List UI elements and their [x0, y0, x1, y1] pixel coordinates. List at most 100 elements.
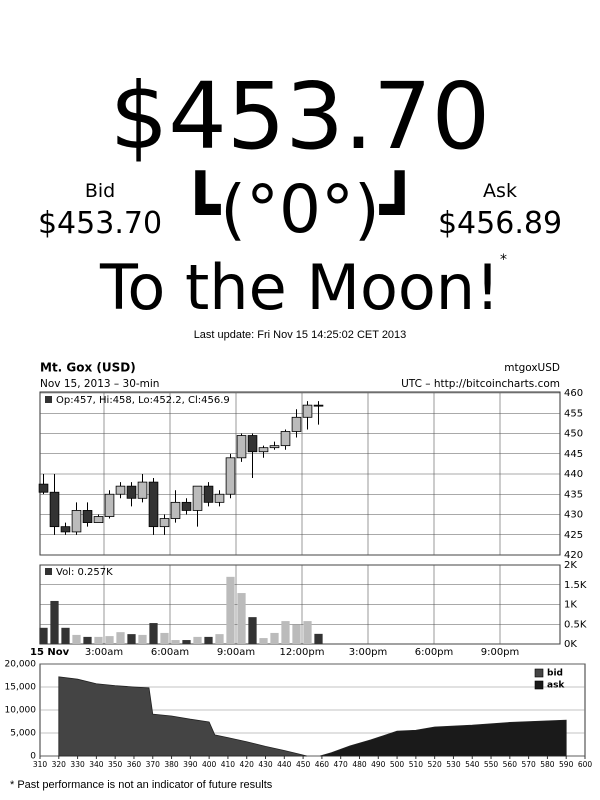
candle-body	[170, 501, 181, 519]
candle-body	[159, 518, 170, 528]
x-tick-label: 420	[240, 760, 255, 769]
bid-label: Bid	[84, 180, 116, 202]
y-tick-label: 450	[564, 429, 583, 440]
volume-bar	[105, 636, 114, 644]
x-tick-label: 6:00pm	[415, 647, 454, 658]
x-tick-label: 470	[334, 760, 349, 769]
plot-frame	[39, 391, 561, 556]
volume-bar	[39, 627, 48, 644]
volume-bar	[149, 623, 158, 644]
legend-swatch	[45, 568, 52, 575]
candle-body	[236, 435, 247, 459]
legend: Op:457, Hi:458, Lo:452.2, Cl:456.9	[56, 395, 230, 406]
y-tick-label: 2K	[564, 560, 577, 571]
candle-body	[104, 493, 115, 517]
x-tick-label: 530	[446, 760, 461, 769]
volume-bar	[72, 634, 81, 644]
x-tick-label: 460	[315, 760, 330, 769]
x-tick-label: 600	[578, 760, 593, 769]
candle-body	[302, 404, 313, 418]
x-tick-label: 12:00pm	[280, 647, 325, 658]
volume-bar	[270, 632, 279, 644]
candle-body	[148, 481, 159, 528]
volume-bar	[303, 621, 312, 644]
y-tick-label: 0K	[564, 639, 577, 650]
x-tick-label: 15 Nov	[30, 647, 70, 658]
y-tick-label: 0	[30, 752, 36, 762]
ask-label: Ask	[483, 180, 517, 202]
y-tick-label: 460	[564, 388, 583, 399]
volume-bar	[138, 634, 147, 644]
y-tick-label: 425	[564, 530, 583, 541]
x-tick-label: 340	[89, 760, 104, 769]
x-tick-label: 570	[521, 760, 536, 769]
x-tick-label: 560	[503, 760, 518, 769]
candle-body	[258, 447, 269, 453]
x-tick-label: 510	[409, 760, 424, 769]
candle-body	[313, 404, 324, 407]
depth-area	[58, 676, 307, 757]
x-tick-label: 580	[540, 760, 555, 769]
candle-body	[60, 526, 71, 533]
volume-bar	[259, 638, 268, 644]
bid-price: $453.70	[37, 206, 163, 241]
emoticon: ┗(°0°)┛	[180, 171, 420, 248]
y-tick-label: 15,000	[5, 683, 37, 693]
x-tick-label: 440	[277, 760, 292, 769]
candle-body	[247, 435, 258, 453]
volume-bar	[292, 624, 301, 644]
volume-bar	[182, 640, 191, 644]
x-tick-label: 540	[465, 760, 480, 769]
volume-bar	[281, 621, 290, 644]
chart-title: Mt. Gox (USD)	[40, 361, 136, 375]
candle-body	[269, 445, 280, 449]
y-tick-label: 435	[564, 489, 583, 500]
x-tick-label: 500	[390, 760, 405, 769]
x-tick-label: 450	[296, 760, 311, 769]
x-tick-label: 6:00am	[151, 647, 189, 658]
x-tick-label: 3:00pm	[349, 647, 388, 658]
symbol: mtgoxUSD	[504, 362, 560, 374]
legend-label: ask	[547, 681, 565, 691]
volume-bar	[61, 627, 70, 644]
y-tick-label: 1.5K	[564, 580, 587, 591]
y-tick-label: 1K	[564, 600, 577, 611]
y-tick-label: 5,000	[10, 729, 36, 739]
x-tick-label: 350	[108, 760, 123, 769]
chart-subtitle: Nov 15, 2013 – 30-min	[40, 378, 159, 390]
x-tick-label: 400	[202, 760, 217, 769]
candle-body	[82, 510, 93, 524]
candle-body	[192, 485, 203, 511]
candle-body	[93, 516, 104, 524]
volume-bar	[160, 632, 169, 644]
volume-bar	[237, 593, 246, 644]
volume-bar	[50, 600, 59, 644]
volume-bar	[204, 636, 213, 644]
legend-label: bid	[547, 669, 563, 679]
x-tick-label: 9:00am	[217, 647, 255, 658]
candle-body	[126, 485, 137, 499]
y-tick-label: 420	[564, 550, 583, 561]
candle-body	[203, 485, 214, 503]
ask-price: $456.89	[437, 206, 563, 241]
candle-body	[291, 416, 302, 432]
volume-bar	[116, 632, 125, 644]
x-tick-label: 370	[146, 760, 161, 769]
volume-bar	[94, 636, 103, 644]
volume-bar	[83, 636, 92, 644]
x-tick-label: 490	[371, 760, 386, 769]
asterisk: *	[500, 252, 507, 268]
x-tick-label: 520	[427, 760, 442, 769]
volume-bar	[193, 636, 202, 644]
x-tick-label: 9:00pm	[481, 647, 520, 658]
x-tick-label: 430	[258, 760, 273, 769]
y-tick-label: 10,000	[5, 706, 37, 716]
x-tick-label: 310	[33, 760, 48, 769]
legend-swatch	[534, 668, 544, 678]
y-tick-label: 445	[564, 449, 583, 460]
volume-bar	[248, 617, 257, 644]
price: $453.70	[109, 63, 491, 170]
volume-bar	[215, 634, 224, 644]
